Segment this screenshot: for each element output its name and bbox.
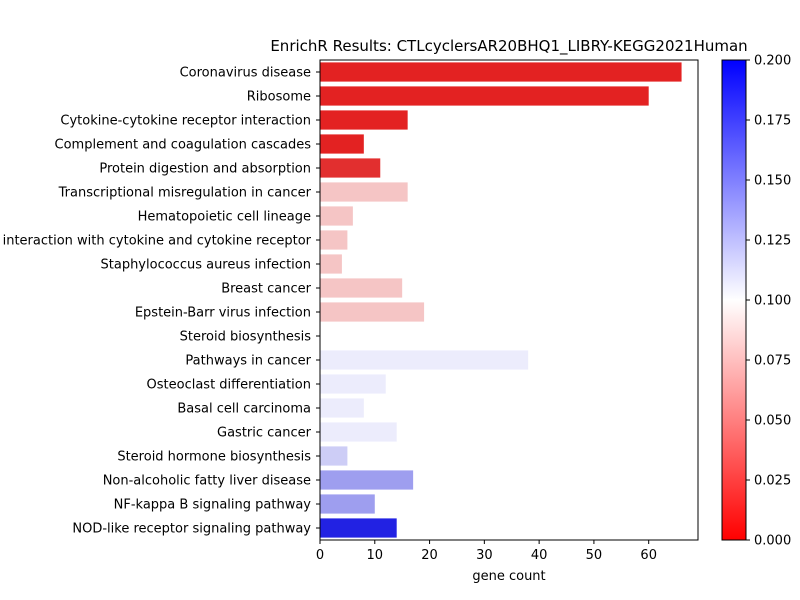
x-tick-label: 50 bbox=[586, 548, 603, 563]
bar bbox=[320, 350, 529, 370]
colorbar-tick-label: 0.025 bbox=[754, 474, 791, 489]
x-axis-label: gene count bbox=[472, 569, 545, 584]
bar bbox=[320, 374, 386, 394]
y-tick-label: Steroid hormone biosynthesis bbox=[117, 450, 311, 465]
bar bbox=[320, 206, 353, 226]
x-tick-label: 40 bbox=[531, 548, 548, 563]
y-tick-label: Osteoclast differentiation bbox=[147, 378, 311, 393]
y-tick-label: Ribosome bbox=[247, 90, 311, 105]
x-tick-label: 30 bbox=[476, 548, 493, 563]
colorbar-tick-label: 0.100 bbox=[754, 294, 791, 309]
bar bbox=[320, 494, 375, 514]
colorbar-tick-label: 0.175 bbox=[754, 114, 791, 129]
colorbar-gradient bbox=[721, 59, 747, 541]
bar bbox=[320, 230, 348, 250]
y-tick-label: Protein digestion and absorption bbox=[99, 162, 311, 177]
y-tick-label: Non-alcoholic fatty liver disease bbox=[103, 474, 311, 489]
bars-group bbox=[320, 62, 682, 538]
x-axis-ticks: 0 10 20 30 40 50 60 bbox=[316, 540, 657, 563]
y-tick-label: Pathways in cancer bbox=[185, 354, 311, 369]
y-tick-label: Staphylococcus aureus infection bbox=[101, 258, 312, 273]
colorbar-tick-label: 0.075 bbox=[754, 354, 791, 369]
y-tick-label: Cytokine-cytokine receptor interaction bbox=[60, 114, 311, 129]
y-tick-label: Epstein-Barr virus infection bbox=[135, 306, 311, 321]
x-tick-label: 10 bbox=[367, 548, 384, 563]
bar bbox=[320, 254, 342, 274]
bar bbox=[320, 398, 364, 418]
bar bbox=[320, 446, 348, 466]
bar bbox=[320, 110, 408, 130]
bar bbox=[320, 134, 364, 154]
x-tick-label: 0 bbox=[316, 548, 324, 563]
colorbar-tick-label: 0.200 bbox=[754, 54, 791, 69]
bar bbox=[320, 470, 414, 490]
y-tick-label: Steroid biosynthesis bbox=[180, 330, 312, 345]
bar bbox=[320, 518, 397, 538]
bar bbox=[320, 158, 381, 178]
colorbar-ticks: 0.000 0.025 0.050 0.075 0.100 0.125 0.150 0.175… bbox=[746, 54, 791, 549]
x-tick-label: 60 bbox=[640, 548, 657, 563]
bar bbox=[320, 62, 682, 82]
colorbar-tick-label: 0.000 bbox=[754, 534, 791, 549]
bar bbox=[320, 302, 425, 322]
y-tick-label: Gastric cancer bbox=[217, 426, 312, 441]
y-tick-label: Hematopoietic cell lineage bbox=[138, 210, 311, 225]
bar bbox=[320, 422, 397, 442]
y-tick-label: Complement and coagulation cascades bbox=[55, 138, 312, 153]
bar bbox=[320, 182, 408, 202]
chart-title: EnrichR Results: CTLcyclersAR20BHQ1_LIBR… bbox=[270, 37, 747, 56]
colorbar: 0.000 0.025 0.050 0.075 0.100 0.125 0.150 0.175… bbox=[721, 54, 791, 549]
y-tick-label: NOD-like receptor signaling pathway bbox=[72, 522, 311, 537]
colorbar-tick-label: 0.125 bbox=[754, 234, 791, 249]
bar bbox=[320, 278, 403, 298]
y-tick-label: Viral protein interaction with cytokine … bbox=[0, 234, 312, 249]
bar bbox=[320, 86, 649, 106]
plot-frame bbox=[319, 59, 699, 541]
colorbar-tick-label: 0.150 bbox=[754, 174, 791, 189]
y-tick-label: Coronavirus disease bbox=[180, 66, 311, 81]
y-axis-ticks: Coronavirus disease Ribosome Cytokine-cyto… bbox=[0, 66, 320, 537]
y-tick-label: Basal cell carcinoma bbox=[177, 402, 311, 417]
y-tick-label: Transcriptional misregulation in cancer bbox=[58, 186, 312, 201]
y-tick-label: Breast cancer bbox=[221, 282, 311, 297]
y-tick-label: NF-kappa B signaling pathway bbox=[114, 498, 312, 513]
x-tick-label: 20 bbox=[421, 548, 438, 563]
colorbar-tick-label: 0.050 bbox=[754, 414, 791, 429]
